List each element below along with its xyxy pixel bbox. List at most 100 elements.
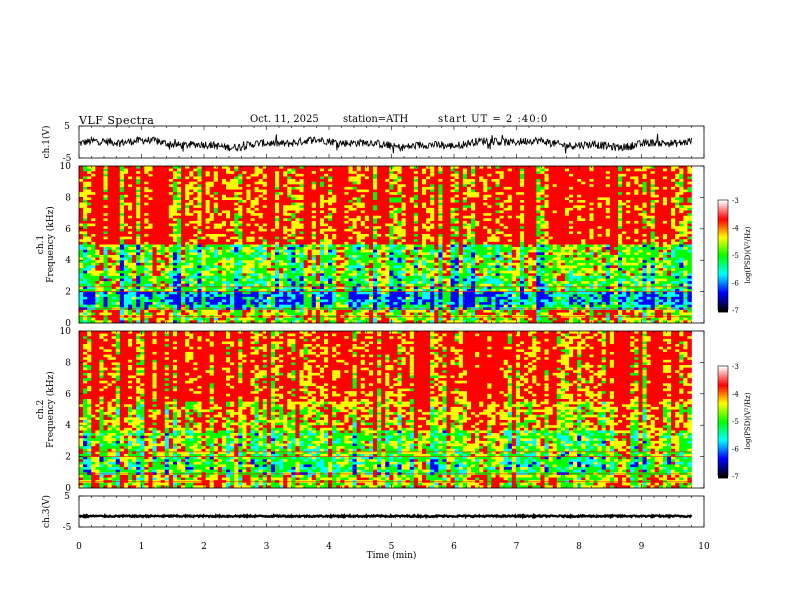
ch1-spectrogram-cell bbox=[234, 286, 239, 290]
ch1-spectrogram-cell bbox=[205, 275, 210, 279]
ch1-spectrogram-cell bbox=[662, 254, 668, 258]
ch1-spectrogram-cell bbox=[344, 265, 349, 269]
ch1-spectrogram-cell bbox=[221, 249, 227, 253]
ch1-spectrogram-cell bbox=[622, 213, 639, 217]
ch1-spectrogram-cell bbox=[503, 173, 521, 177]
ch1-spectrogram-cell bbox=[181, 244, 186, 248]
ch1-spectrogram-cell bbox=[377, 228, 390, 232]
ch1-spectrogram-cell bbox=[462, 220, 468, 224]
ch1-spectrogram-cell bbox=[650, 283, 664, 287]
ch1-spectrogram-cell bbox=[544, 257, 553, 261]
ch1-spectrogram-cell bbox=[119, 278, 125, 282]
ch1-spectrogram-cell bbox=[540, 207, 566, 211]
ch1-spectrogram-cell bbox=[381, 252, 386, 256]
ch1-spectrogram-cell bbox=[328, 234, 333, 237]
ch1-spectrogram-cell bbox=[671, 244, 680, 248]
ch1-spectrogram-cell bbox=[258, 304, 268, 308]
ch1-spectrogram-cell bbox=[87, 296, 96, 300]
ch1-spectrogram-cell bbox=[479, 278, 488, 282]
ch1-spectrogram-cell bbox=[658, 288, 664, 292]
ch1-spectrogram-cell bbox=[315, 296, 321, 300]
ch1-spectrogram-cell bbox=[373, 215, 382, 219]
ch1-spectrogram-cell bbox=[299, 275, 304, 279]
ch1-spectrogram-cell bbox=[132, 202, 137, 206]
ch1-spectrogram-cell bbox=[466, 186, 472, 190]
ch1-spectrogram-cell bbox=[344, 278, 349, 282]
ch1-spectrogram-cell bbox=[364, 168, 370, 172]
ch1-spectrogram-cell bbox=[569, 302, 574, 305]
ch1-spectrogram-cell bbox=[221, 179, 227, 182]
ch1-spectrogram-cell bbox=[487, 231, 492, 235]
ch1-spectrogram-cell bbox=[552, 278, 558, 282]
ch1-spectrogram-cell bbox=[417, 278, 423, 282]
ch1-spectrogram-cell bbox=[687, 234, 692, 237]
ch1-spectrogram-cell bbox=[336, 288, 345, 292]
ch1-spectrogram-cell bbox=[397, 213, 402, 217]
ch1-spectrogram-cell bbox=[83, 215, 88, 219]
ch1-spectrogram-cell bbox=[495, 249, 500, 253]
ch1-spectrogram-cell bbox=[662, 294, 680, 298]
ch1-spectrogram-cell bbox=[426, 309, 431, 313]
ch1-spectrogram-cell bbox=[279, 226, 284, 230]
ch1-spectrogram-cell bbox=[360, 223, 366, 227]
ch1-spectrogram-cell bbox=[303, 173, 325, 177]
ch1-spectrogram-cell bbox=[348, 260, 357, 264]
ch1-spectrogram-cell bbox=[373, 309, 378, 313]
ch1-spectrogram-cell bbox=[417, 273, 423, 277]
ch1-spectrogram-cell bbox=[234, 213, 239, 217]
ch1-spectrogram-cell bbox=[401, 210, 427, 214]
ch1-spectrogram-cell bbox=[177, 304, 182, 308]
ch1-spectrogram-cell bbox=[119, 244, 125, 248]
ch1-spectrogram-cell bbox=[487, 286, 492, 290]
ch1-spectrogram-cell bbox=[254, 166, 259, 169]
ch1-spectrogram-cell bbox=[319, 288, 325, 292]
ch1-spectrogram-cell bbox=[377, 218, 394, 222]
ch1-spectrogram-cell bbox=[336, 197, 353, 201]
ch1-spectrogram-cell bbox=[511, 186, 537, 190]
ch1-spectrogram-cell bbox=[303, 244, 308, 248]
ch1-spectrogram-cell bbox=[548, 231, 570, 235]
ch1-spectrogram-cell bbox=[250, 202, 259, 206]
ch1-spectrogram-cell bbox=[671, 281, 680, 285]
ch1-spectrogram-cell bbox=[434, 207, 439, 211]
ch1-spectrogram-cell bbox=[479, 302, 492, 305]
ch1-spectrogram-cell bbox=[181, 197, 186, 201]
ch1-spectrogram-cell bbox=[185, 244, 190, 248]
ch1-spectrogram-cell bbox=[479, 299, 484, 303]
ch1-spectrogram-cell bbox=[242, 173, 251, 177]
ch1-spectrogram-cell bbox=[499, 184, 521, 188]
ch1-spectrogram-cell bbox=[107, 273, 121, 277]
ch1-spectrogram-cell bbox=[103, 176, 108, 180]
ch1-spectrogram-cell bbox=[83, 265, 88, 269]
ch1-spectrogram-cell bbox=[601, 283, 611, 287]
ch1-spectrogram-cell bbox=[552, 265, 558, 269]
ch1-spectrogram-cell bbox=[597, 294, 602, 298]
ch1-spectrogram-cell bbox=[160, 304, 166, 308]
ch1-spectrogram-cell bbox=[262, 223, 268, 227]
ch1-spectrogram-cell bbox=[630, 192, 635, 196]
ch1-spectrogram-cell bbox=[446, 249, 451, 253]
ch1-spectrogram-cell bbox=[520, 207, 525, 211]
ch1-spectrogram-cell bbox=[458, 309, 464, 313]
ch1-spectrogram-cell bbox=[201, 184, 206, 188]
ch1-spectrogram-cell bbox=[667, 288, 672, 292]
ch1-spectrogram-cell bbox=[454, 176, 460, 180]
ch1-spectrogram-cell bbox=[634, 205, 639, 209]
ch1-spectrogram-cell bbox=[548, 239, 582, 243]
ch1-spectrogram-cell bbox=[540, 309, 549, 313]
ch1-spectrogram-cell bbox=[609, 184, 619, 188]
ch1-spectrogram-cell bbox=[626, 296, 631, 300]
ch1-spectrogram-cell bbox=[250, 299, 255, 303]
ch1-spectrogram-cell bbox=[462, 244, 468, 248]
ch1-spectrogram-cell bbox=[515, 254, 521, 258]
ch1-spectrogram-cell bbox=[279, 205, 284, 209]
ch1-spectrogram-cell bbox=[569, 200, 574, 203]
ch1-spectrogram-cell bbox=[324, 304, 329, 308]
ch1-spectrogram-cell bbox=[495, 197, 500, 201]
ch1-spectrogram-cell bbox=[430, 228, 451, 232]
ch1-spectrogram-cell bbox=[193, 273, 198, 277]
ch1-spectrogram-cell bbox=[426, 205, 439, 209]
ch1-spectrogram-cell bbox=[385, 286, 390, 290]
ch1-spectrogram-cell bbox=[622, 192, 627, 196]
ch1-spectrogram-cell bbox=[205, 278, 215, 282]
